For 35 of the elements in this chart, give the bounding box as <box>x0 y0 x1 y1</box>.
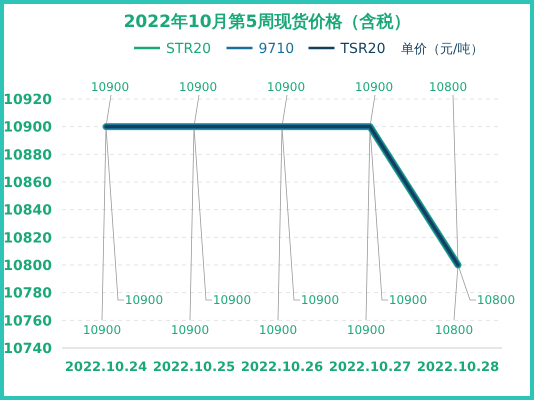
chart-title: 2022年10月第5周现货价格（含税） <box>124 12 410 32</box>
x-tick-label: 2022.10.27 <box>328 360 412 375</box>
y-tick-label: 10860 <box>3 175 52 191</box>
annotation: 10900 <box>346 323 386 337</box>
annotation: 10900 <box>170 323 210 337</box>
annotation: 10900 <box>300 293 340 307</box>
annotation: 10900 <box>124 293 164 307</box>
y-tick-label: 10760 <box>3 313 52 330</box>
annotation: 10900 <box>178 80 218 94</box>
annotation: 10800 <box>428 80 468 94</box>
y-tick-label: 10920 <box>3 92 52 108</box>
x-tick-label: 2022.10.25 <box>152 360 236 375</box>
x-tick-label: 2022.10.28 <box>416 360 500 375</box>
annotation: 10900 <box>82 323 122 337</box>
y-tick-label: 10780 <box>3 286 52 302</box>
annotation: 10800 <box>434 323 474 337</box>
annotation: 10900 <box>90 80 130 94</box>
legend-label: 9710 <box>258 41 294 57</box>
y-tick-label: 10740 <box>3 341 52 357</box>
legend-label: STR20 <box>166 41 211 57</box>
annotation: 10900 <box>212 293 252 307</box>
y-tick-label: 10820 <box>3 230 52 246</box>
annotation: 10900 <box>258 323 298 337</box>
annotation: 10900 <box>354 80 394 94</box>
y-tick-label: 10900 <box>3 120 52 136</box>
x-tick-label: 2022.10.26 <box>240 360 324 375</box>
y-tick-label: 10840 <box>3 202 52 219</box>
x-tick-label: 2022.10.24 <box>64 360 148 375</box>
y-tick-label: 10800 <box>3 258 52 274</box>
annotation: 10900 <box>266 80 306 94</box>
legend-label: TSR20 <box>340 41 386 57</box>
annotation: 10900 <box>388 293 428 307</box>
annotation: 10800 <box>476 293 516 307</box>
y-tick-label: 10880 <box>3 147 52 164</box>
legend-title: 单价（元/吨） <box>401 42 484 57</box>
